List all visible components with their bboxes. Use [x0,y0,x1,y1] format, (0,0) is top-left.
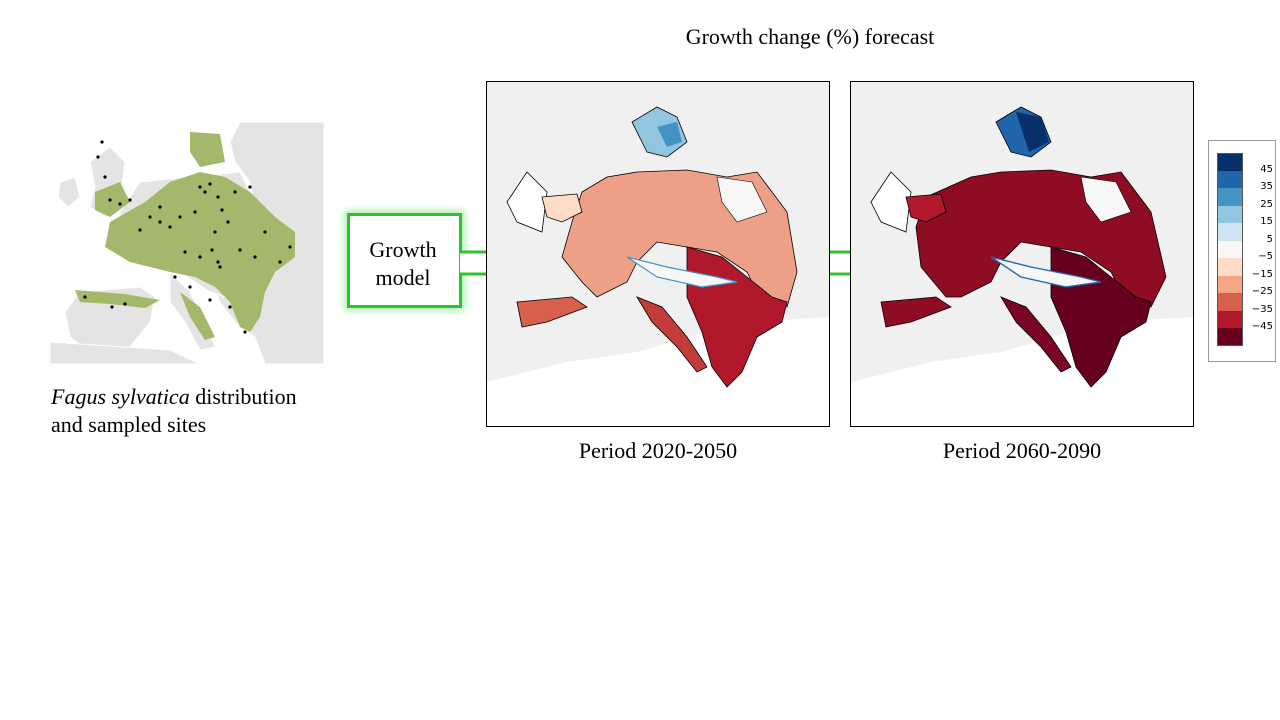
colorbar-swatch [1217,275,1243,293]
species-name: Fagus sylvatica [51,384,190,409]
caption-line2: and sampled sites [51,412,207,437]
colorbar-tick-label: −15 [1251,268,1273,280]
growth-model-label: Growth model [347,236,459,292]
colorbar-swatch [1217,240,1243,258]
colorbar-swatch [1217,188,1243,206]
colorbar-swatch [1217,153,1243,171]
colorbar-swatch [1217,310,1243,328]
growth-model-box [347,213,462,308]
distribution-map [49,121,325,365]
colorbar-swatch [1217,170,1243,188]
colorbar-legend: 45 35 25 15 5 −5 −15 −25 −35 −45 [1208,140,1276,362]
figure-title: Growth change (%) forecast [685,24,935,49]
period-label-1: Period 2020-2050 [578,438,738,463]
forecast-map-2020-2050 [486,81,830,427]
colorbar-tick-label: 35 [1260,181,1273,192]
model-label-line1: Growth [369,237,437,262]
model-label-line2: model [375,265,431,290]
colorbar-tick-label: −25 [1251,286,1273,297]
colorbar-tick-label: 25 [1260,198,1273,210]
colorbar-tick-label: −5 [1258,251,1273,262]
caption-line1-rest: distribution [189,384,297,409]
colorbar-swatch [1217,293,1243,311]
colorbar-swatch [1217,328,1243,346]
distribution-caption: Fagus sylvatica distribution and sampled… [51,383,297,439]
colorbar-tick-label: 15 [1260,216,1273,227]
colorbar-tick-label: −45 [1251,321,1273,332]
colorbar-tick-label: 5 [1266,233,1273,245]
colorbar-swatch [1217,258,1243,276]
period-label-2: Period 2060-2090 [942,438,1102,463]
colorbar-tick-label: −35 [1251,303,1273,315]
colorbar-tick-label: 45 [1260,163,1273,175]
colorbar-swatch [1217,223,1243,241]
colorbar-swatch [1217,205,1243,223]
forecast-map-2060-2090 [850,81,1194,427]
